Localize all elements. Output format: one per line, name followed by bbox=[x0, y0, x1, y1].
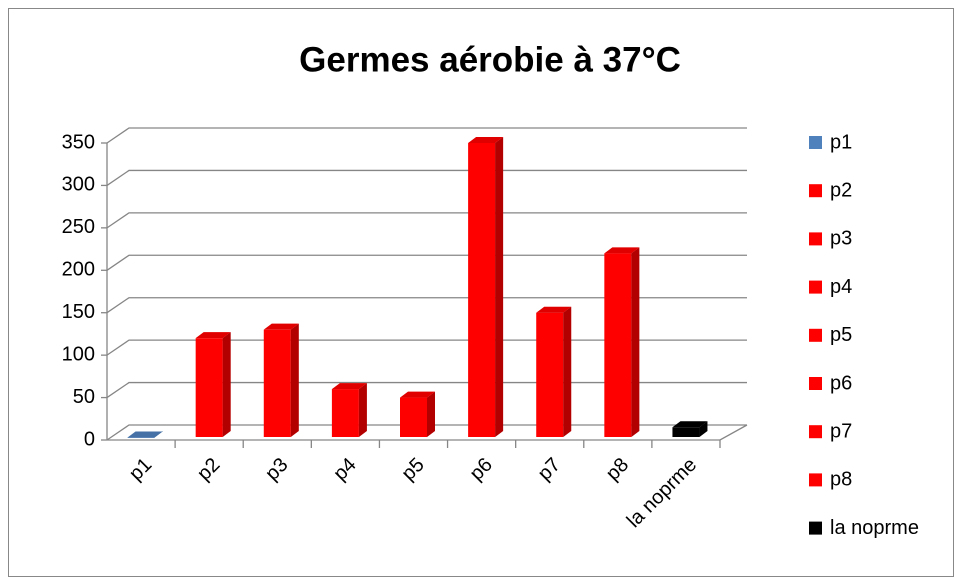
grid-line bbox=[106, 169, 747, 186]
bar-top bbox=[195, 332, 231, 339]
bar-face-shade bbox=[699, 421, 708, 437]
y-tick-label: 150 bbox=[62, 301, 95, 323]
grid-line bbox=[106, 212, 747, 229]
legend-label: p6 bbox=[830, 372, 852, 394]
bar-top bbox=[400, 391, 435, 398]
legend-label: p3 bbox=[830, 228, 852, 250]
bar-face-shade bbox=[631, 247, 640, 437]
legend-swatch bbox=[809, 425, 822, 439]
bar-side bbox=[358, 383, 367, 437]
legend-label: p8 bbox=[830, 469, 852, 491]
y-tick-label: 350 bbox=[62, 131, 95, 153]
bar-face-shade bbox=[563, 306, 572, 437]
bar-face-shade bbox=[331, 383, 367, 390]
bar-face-shade bbox=[400, 391, 435, 398]
bar bbox=[468, 143, 496, 437]
bar-face-shade bbox=[495, 137, 504, 437]
legend-swatch bbox=[809, 184, 822, 198]
bar-face-shade bbox=[358, 383, 367, 437]
bar-side bbox=[563, 306, 572, 437]
bar bbox=[672, 427, 700, 437]
chart-title: Germes aérobie à 37°C bbox=[299, 40, 681, 79]
legend-swatch bbox=[809, 232, 822, 246]
bar-side bbox=[631, 247, 640, 437]
bar bbox=[400, 397, 427, 437]
bar bbox=[331, 389, 359, 437]
legend-label: p4 bbox=[830, 276, 852, 298]
bar-face-shade bbox=[290, 323, 299, 437]
bar-face-shade bbox=[127, 431, 163, 438]
grid-line bbox=[106, 254, 747, 271]
bar-top bbox=[263, 323, 299, 330]
legend-swatch bbox=[809, 328, 822, 342]
y-tick-label: 300 bbox=[62, 174, 95, 196]
legend-swatch bbox=[809, 280, 822, 294]
bar-face-shade bbox=[427, 391, 435, 437]
y-tick-label: 100 bbox=[62, 343, 95, 365]
bar bbox=[536, 312, 564, 437]
bar-face-shade bbox=[263, 323, 299, 330]
bar-face-shade bbox=[468, 137, 504, 143]
bar-side bbox=[495, 137, 504, 437]
bar bbox=[263, 329, 291, 437]
bar-top bbox=[536, 306, 572, 313]
bar-top bbox=[127, 431, 163, 438]
bar-side bbox=[222, 332, 231, 437]
legend-swatch bbox=[809, 377, 822, 390]
bar-face-shade bbox=[672, 421, 708, 428]
bar-top bbox=[672, 421, 708, 428]
legend-label: la noprme bbox=[830, 517, 919, 539]
legend-label: p5 bbox=[830, 324, 852, 346]
bar-side bbox=[290, 323, 299, 437]
y-tick-label: 0 bbox=[84, 428, 95, 450]
legend-label: p2 bbox=[830, 179, 852, 201]
y-tick-label: 200 bbox=[62, 259, 95, 281]
legend-swatch bbox=[809, 136, 822, 149]
grid-line bbox=[106, 127, 747, 144]
bar-side bbox=[699, 421, 708, 437]
bar-face-shade bbox=[222, 332, 231, 437]
legend-label: p1 bbox=[830, 131, 852, 153]
y-tick-label: 50 bbox=[73, 386, 95, 408]
bar-side bbox=[427, 391, 435, 437]
bar-top bbox=[468, 137, 504, 143]
bar-top bbox=[331, 383, 367, 390]
bar-face-shade bbox=[195, 332, 231, 339]
bar-face-shade bbox=[604, 247, 640, 254]
bar-face-shade bbox=[536, 306, 572, 313]
grid-line bbox=[106, 297, 747, 314]
bar-top bbox=[604, 247, 640, 254]
legend-label: p7 bbox=[830, 420, 852, 442]
legend-swatch bbox=[809, 521, 822, 535]
y-tick-label: 250 bbox=[62, 216, 95, 238]
bar bbox=[604, 253, 632, 437]
legend-swatch bbox=[809, 473, 822, 487]
bar bbox=[195, 338, 223, 437]
